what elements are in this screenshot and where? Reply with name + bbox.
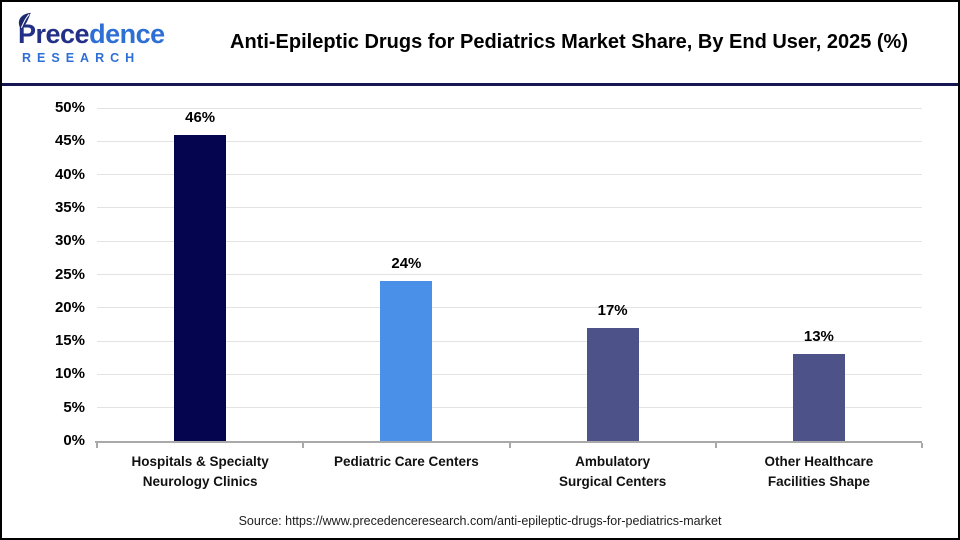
y-axis-tick-label: 40% [54, 165, 85, 183]
y-axis-tick-label: 35% [54, 198, 85, 216]
bar [174, 134, 227, 441]
category-label-line: Surgical Centers [558, 474, 667, 490]
gridline [97, 140, 922, 142]
gridline [97, 340, 922, 342]
gridline [97, 307, 922, 309]
y-axis-tick-label: 30% [54, 232, 85, 250]
brand-subtitle: RESEARCH [22, 50, 141, 65]
gridline [97, 207, 922, 209]
y-axis-tick-label: 5% [63, 398, 85, 416]
y-axis-tick-label: 50% [54, 99, 85, 116]
category-label-line: Neurology Clinics [142, 474, 258, 490]
chart-title: Anti-Epileptic Drugs for Pediatrics Mark… [230, 31, 908, 53]
x-axis-tick [302, 443, 305, 448]
y-axis-tick-label: 15% [54, 332, 85, 350]
leaf-icon [18, 12, 31, 29]
x-axis-tick [921, 443, 923, 448]
bar [792, 354, 845, 441]
category-label-line: Other Healthcare [764, 454, 874, 469]
category-label-line: Facilities Shape [767, 474, 870, 490]
category-label: Hospitals & Specialty Neurology Clinics [97, 452, 303, 493]
category-label: Ambulatory Surgical Centers [510, 452, 716, 493]
category-label: Other Healthcare Facilities Shape [716, 452, 922, 493]
gridline [97, 240, 922, 242]
category-label-line: Ambulatory [575, 454, 651, 469]
brand-logo: Precedence RESEARCH [2, 12, 192, 65]
x-axis-tick [508, 443, 511, 448]
brand-wordmark-part1: Prece [18, 18, 90, 49]
source-attribution: Source: https://www.precedenceresearch.c… [238, 514, 722, 528]
header: Precedence RESEARCH Anti-Epileptic Drugs… [2, 2, 958, 86]
x-axis-line [95, 441, 922, 443]
category-label: Pediatric Care Centers [303, 452, 509, 472]
y-axis-tick-label: 45% [54, 132, 85, 150]
gridline [97, 407, 922, 409]
bar [586, 327, 639, 441]
y-axis-tick-label: 0% [63, 432, 85, 449]
gridline [97, 107, 922, 109]
brand-wordmark: Precedence [18, 18, 192, 49]
category-label-line: Hospitals & Specialty [131, 454, 269, 469]
category-label-line: Pediatric Care Centers [333, 454, 479, 469]
x-axis-tick [96, 443, 98, 448]
bar-value-label: 17% [597, 301, 628, 319]
bar-value-label: 46% [185, 108, 216, 126]
x-axis-tick [714, 443, 717, 448]
y-axis-tick-label: 20% [54, 298, 85, 316]
gridline [97, 174, 922, 176]
bar [380, 281, 433, 441]
gridline [97, 274, 922, 275]
bar-value-label: 24% [391, 255, 422, 273]
bar-value-label: 13% [803, 328, 834, 346]
gridline [97, 373, 922, 375]
y-axis-tick-label: 10% [54, 365, 85, 383]
y-axis-tick-label: 25% [54, 265, 85, 283]
brand-wordmark-part2: dence [89, 18, 165, 49]
